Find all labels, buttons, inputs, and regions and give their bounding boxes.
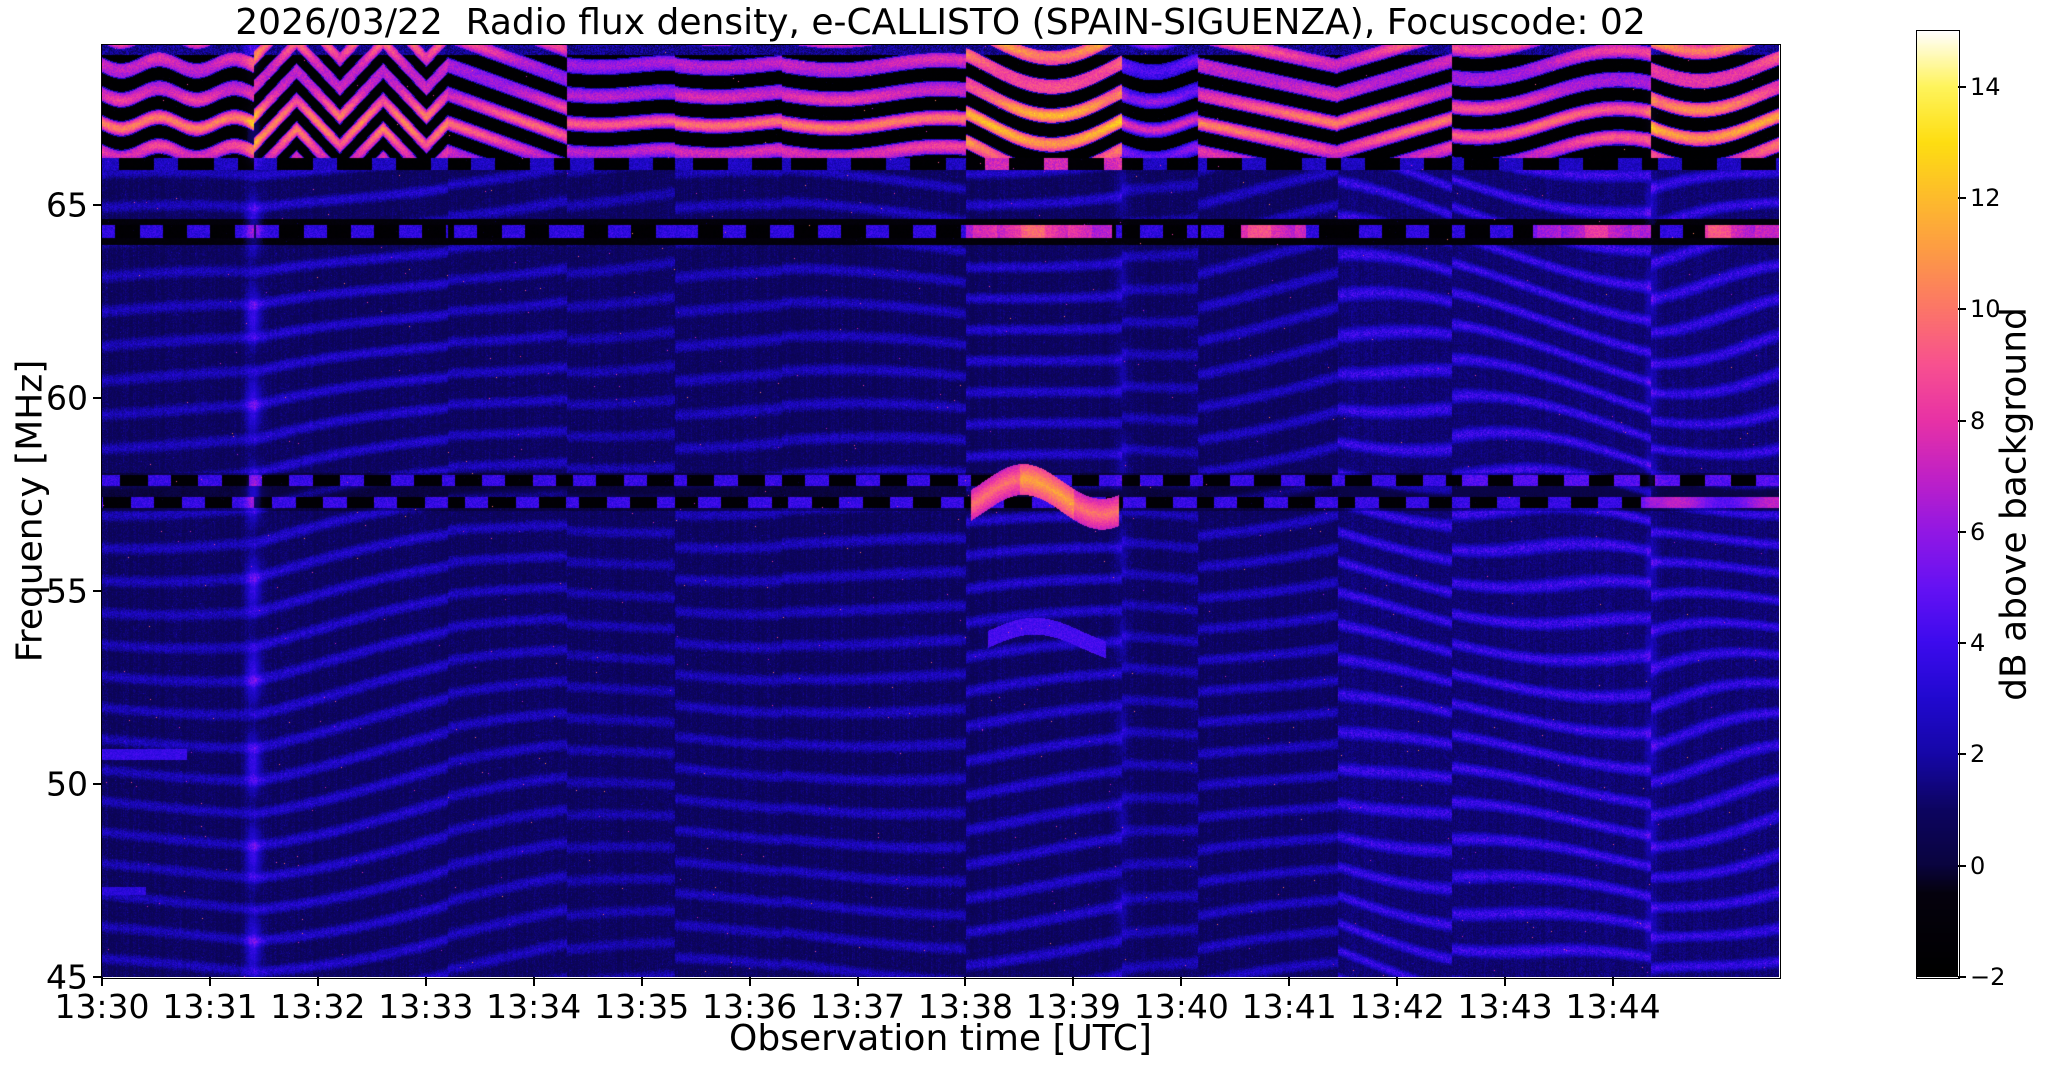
- colorbar-tick-label: 14: [1970, 72, 2001, 101]
- colorbar-label: dB above background: [1993, 307, 2035, 701]
- colorbar-tick-mark: [1958, 85, 1966, 88]
- x-tick-label: 13:36: [702, 987, 798, 1026]
- x-tick-mark: [1288, 977, 1291, 986]
- x-tick-label: 13:41: [1241, 987, 1337, 1026]
- colorbar-tick-label: 10: [1970, 295, 2001, 324]
- colorbar-tick-label: 4: [1970, 629, 1986, 658]
- x-tick-label: 13:42: [1349, 987, 1445, 1026]
- colorbar-tick-mark: [1958, 864, 1966, 867]
- y-tick-label: 55: [46, 571, 88, 611]
- plot-area: [101, 44, 1781, 979]
- colorbar-tick-mark: [1958, 753, 1966, 756]
- colorbar-tick-mark: [1958, 196, 1966, 199]
- x-tick-label: 13:33: [378, 987, 474, 1026]
- spectrogram-canvas: [102, 45, 1779, 977]
- x-tick-mark: [424, 977, 427, 986]
- x-tick-mark: [1504, 977, 1507, 986]
- x-tick-mark: [532, 977, 535, 986]
- x-tick-label: 13:37: [809, 987, 906, 1026]
- colorbar-tick-label: −2: [1970, 963, 2006, 991]
- colorbar-tick-label: 2: [1970, 740, 1986, 769]
- colorbar-tick-mark: [1958, 976, 1966, 978]
- colorbar-tick-mark: [1958, 419, 1966, 422]
- x-tick-label: 13:35: [594, 987, 690, 1026]
- x-tick-label: 13:44: [1565, 987, 1661, 1026]
- x-tick-label: 13:39: [1025, 987, 1121, 1026]
- x-tick-label: 13:32: [270, 987, 366, 1026]
- x-tick-label: 13:30: [54, 987, 150, 1026]
- y-tick-mark: [93, 397, 102, 399]
- y-tick-mark: [93, 976, 102, 978]
- x-tick-mark: [1396, 977, 1399, 986]
- y-tick-label: 65: [46, 185, 88, 225]
- y-tick-mark: [93, 590, 102, 592]
- chart-title: 2026/03/22 Radio flux density, e-CALLIST…: [235, 2, 1646, 43]
- x-tick-mark: [856, 977, 859, 986]
- colorbar-tick-mark: [1958, 642, 1966, 645]
- y-tick-mark: [93, 783, 102, 785]
- x-tick-mark: [101, 977, 103, 986]
- colorbar-canvas: [1917, 31, 1958, 977]
- x-tick-mark: [1180, 977, 1183, 986]
- colorbar-tick-label: 0: [1970, 851, 1986, 880]
- x-tick-mark: [316, 977, 319, 986]
- x-tick-mark: [748, 977, 751, 986]
- x-tick-mark: [1072, 977, 1075, 986]
- x-tick-mark: [640, 977, 643, 986]
- x-tick-mark: [208, 977, 211, 986]
- x-tick-label: 13:31: [162, 987, 258, 1026]
- x-tick-mark: [1612, 977, 1615, 986]
- colorbar: [1916, 30, 1960, 979]
- colorbar-tick-label: 8: [1970, 406, 1986, 435]
- y-axis-label: Frequency [MHz]: [9, 359, 51, 663]
- x-tick-label: 13:40: [1133, 987, 1229, 1026]
- x-tick-label: 13:34: [486, 987, 582, 1026]
- colorbar-tick-label: 12: [1970, 183, 2001, 212]
- x-tick-label: 13:43: [1457, 987, 1553, 1026]
- x-tick-mark: [964, 977, 967, 986]
- x-axis-label: Observation time [UTC]: [729, 1018, 1152, 1059]
- x-tick-label: 13:38: [917, 987, 1013, 1026]
- y-tick-label: 45: [46, 957, 88, 997]
- y-tick-label: 50: [46, 764, 88, 804]
- y-tick-label: 60: [46, 378, 88, 418]
- y-tick-mark: [93, 204, 102, 206]
- colorbar-tick-label: 6: [1970, 517, 1986, 546]
- colorbar-tick-mark: [1958, 530, 1966, 533]
- colorbar-tick-mark: [1958, 308, 1966, 311]
